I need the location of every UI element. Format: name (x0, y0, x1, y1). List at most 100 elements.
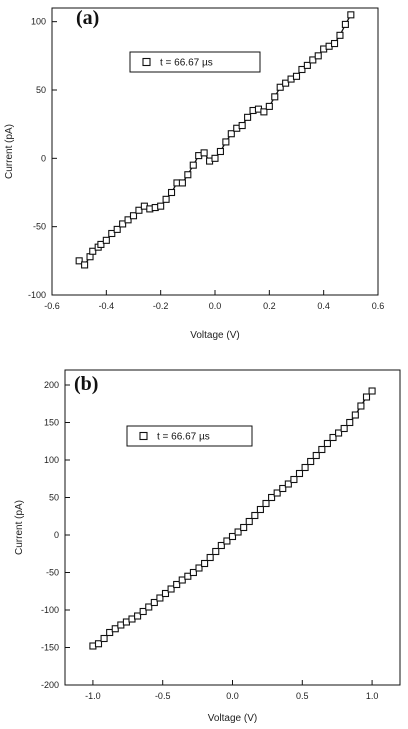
data-point-marker (135, 206, 143, 214)
data-point-marker (223, 537, 231, 545)
y-tick-label: 50 (49, 493, 59, 503)
legend: t = 66.67 µs (126, 425, 253, 447)
data-point-marker (106, 628, 114, 637)
x-tick-label: -0.5 (155, 691, 171, 701)
data-point-marker (256, 505, 264, 514)
y-axis-title: Current (pA) (4, 124, 15, 179)
data-point-marker (240, 523, 248, 532)
legend-marker (139, 431, 148, 441)
x-tick-label: 0.2 (263, 301, 276, 311)
panel-label: (b) (74, 373, 98, 395)
data-point-marker (298, 65, 306, 74)
x-tick-label: -0.6 (44, 301, 60, 311)
y-tick-label: -100 (41, 605, 59, 615)
data-point-marker (351, 411, 359, 419)
plot-frame (51, 7, 379, 296)
data-point-marker (184, 572, 192, 580)
data-point-marker (323, 439, 331, 448)
data-point-marker (314, 52, 322, 60)
y-tick-label: -200 (41, 680, 59, 690)
x-tick-label: 0.0 (209, 301, 222, 311)
data-point-marker (335, 429, 343, 437)
data-point-marker (312, 451, 320, 460)
data-point-marker (222, 138, 230, 146)
x-tick-label: -0.2 (153, 301, 169, 311)
data-point-marker (162, 195, 170, 203)
data-point-marker (265, 102, 273, 110)
data-point-marker (284, 480, 292, 488)
data-point-marker (94, 640, 103, 648)
data-point-marker (260, 108, 268, 116)
data-point-marker (167, 585, 175, 593)
data-point-marker (268, 493, 276, 502)
y-tick-label: 50 (36, 85, 46, 95)
data-point-marker (156, 594, 164, 602)
data-point-marker (129, 212, 138, 220)
data-point-marker (227, 130, 235, 138)
data-point-marker (346, 418, 354, 427)
x-tick-label: 0.6 (372, 301, 385, 311)
data-point-marker (195, 564, 203, 572)
x-tick-label: 0.5 (296, 691, 309, 701)
data-point-marker (279, 484, 287, 493)
data-point-marker (89, 247, 97, 255)
legend-box (129, 51, 261, 73)
data-point-marker (347, 11, 355, 19)
y-tick-label: -100 (28, 290, 46, 300)
data-point-marker (201, 559, 209, 568)
data-point-marker (108, 229, 116, 238)
data-point-marker (216, 147, 224, 156)
legend-marker (142, 57, 151, 67)
data-point-marker (368, 387, 376, 395)
data-point-marker (341, 20, 349, 28)
plot-frame (64, 369, 401, 686)
y-tick-label: 0 (54, 530, 59, 540)
data-point-marker (329, 433, 337, 442)
data-point-marker (97, 240, 105, 248)
data-series (89, 387, 376, 650)
data-point-marker (161, 589, 170, 598)
data-point-marker (150, 598, 158, 607)
data-point-marker (330, 39, 339, 48)
data-point-marker (189, 568, 197, 577)
data-point-marker (307, 457, 315, 466)
data-point-marker (318, 445, 326, 454)
legend-box (126, 425, 253, 447)
data-point-marker (206, 553, 214, 562)
data-point-marker (273, 489, 281, 497)
data-point-marker (100, 634, 108, 643)
data-point-marker (75, 257, 83, 265)
data-point-marker (238, 121, 246, 130)
data-point-marker (336, 31, 344, 39)
data-point-marker (244, 113, 252, 121)
data-point-marker (102, 236, 110, 244)
data-point-marker (212, 547, 220, 556)
data-point-marker (173, 580, 181, 589)
y-axis-title: Current (pA) (14, 500, 25, 555)
data-point-marker (251, 511, 259, 520)
data-series (75, 11, 355, 269)
data-point-marker (217, 541, 225, 550)
data-point-marker (119, 220, 127, 228)
data-point-marker (357, 402, 365, 410)
x-tick-label: 0.4 (317, 301, 330, 311)
y-tick-label: -150 (41, 643, 59, 653)
data-point-marker (139, 607, 147, 616)
data-point-marker (81, 261, 89, 269)
y-tick-label: 100 (44, 455, 59, 465)
data-point-marker (134, 612, 142, 620)
data-point-marker (178, 576, 186, 584)
data-point-marker (290, 475, 298, 484)
data-point-marker (340, 424, 348, 433)
data-point-marker (113, 225, 121, 233)
x-tick-label: -0.4 (99, 301, 115, 311)
data-point-marker (303, 61, 311, 69)
data-point-marker (111, 625, 119, 633)
data-point-marker (309, 56, 317, 64)
data-point-marker (124, 216, 132, 224)
data-point-marker (145, 603, 153, 611)
data-point-marker (189, 161, 197, 169)
data-point-marker (301, 463, 309, 472)
data-point-marker (184, 171, 192, 179)
